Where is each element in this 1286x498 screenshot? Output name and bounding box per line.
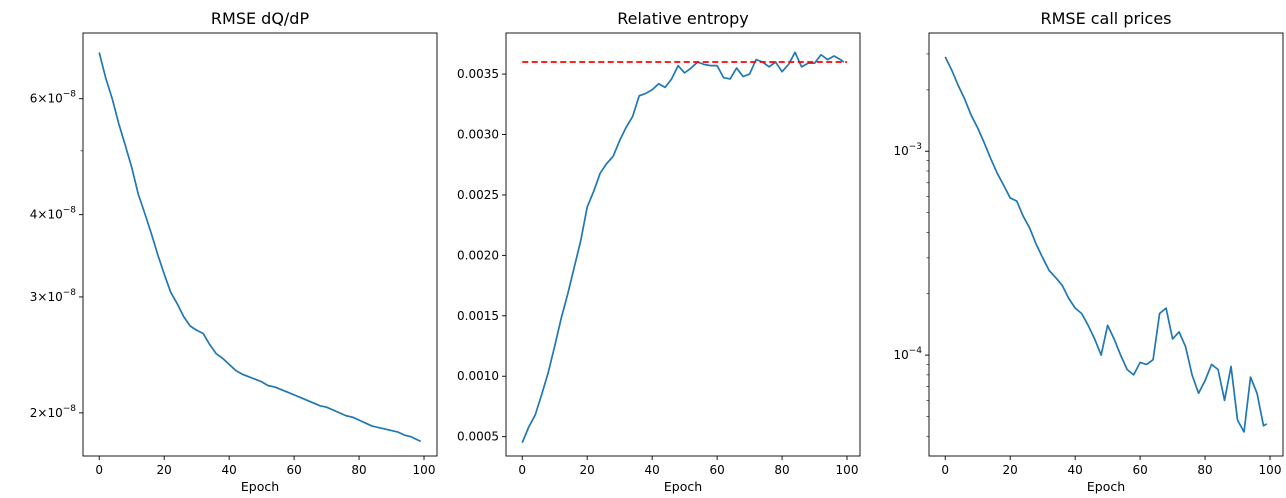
x-tick-label: 100 <box>1259 463 1282 477</box>
x-tick-label: 0 <box>518 463 526 477</box>
chart-0: RMSE dQ/dP0 20 40 60 80 100Epoch6×10−84×10−83… <box>30 9 438 494</box>
x-tick-label: 100 <box>836 463 859 477</box>
y-tick-label: 0.0020 <box>457 248 499 262</box>
y-tick-mantissa: 3 <box>30 290 38 304</box>
y-tick-label: 0.0015 <box>457 309 499 323</box>
y-tick-label: 0.0010 <box>457 369 499 383</box>
y-tick-mantissa: 2 <box>30 406 38 420</box>
y-tick-label: 6×10−8 <box>30 90 77 106</box>
chart-title: RMSE dQ/dP <box>211 9 310 28</box>
x-tick-label: 20 <box>580 463 595 477</box>
x-tick-label: 40 <box>645 463 660 477</box>
x-tick-label: 0 <box>95 463 103 477</box>
y-tick-label: 0.0025 <box>457 188 499 202</box>
x-tick-label: 40 <box>222 463 237 477</box>
y-tick-times: ×10 <box>37 92 62 106</box>
chart-title: Relative entropy <box>617 9 749 28</box>
y-tick-label: 2×10−8 <box>30 404 77 420</box>
series-line <box>521 51 845 444</box>
y-tick-exponent: −8 <box>63 288 77 298</box>
x-tick-label: 80 <box>1197 463 1212 477</box>
x-axis-label: Epoch <box>241 479 279 494</box>
plot-frame <box>82 32 438 457</box>
x-axis-label: Epoch <box>1087 479 1125 494</box>
x-tick-label: 60 <box>1132 463 1147 477</box>
x-tick-label: 80 <box>774 463 789 477</box>
y-tick-label: 0.0035 <box>457 67 499 81</box>
x-tick-label: 60 <box>709 463 724 477</box>
y-tick-mantissa: 6 <box>30 92 38 106</box>
y-tick-label: 10−4 <box>893 346 922 362</box>
y-tick-exponent: −8 <box>63 404 77 414</box>
y-tick-mantissa: 4 <box>30 208 38 222</box>
plot-frame <box>505 32 861 457</box>
chart-title: RMSE call prices <box>1040 9 1171 28</box>
x-tick-label: 40 <box>1068 463 1083 477</box>
chart-1: Relative entropy 0 20 40 60 80 100 Epoch 0.0005 0… <box>457 9 861 494</box>
y-tick-label: 0.0005 <box>457 430 499 444</box>
x-axis-label: Epoch <box>664 479 702 494</box>
x-tick-label: 0 <box>941 463 949 477</box>
y-tick-times: ×10 <box>37 406 62 420</box>
y-tick-exponent: −8 <box>63 90 77 100</box>
y-tick-label: 10−3 <box>893 142 922 158</box>
y-tick-label: 4×10−8 <box>30 206 77 222</box>
plot-frame <box>928 32 1284 457</box>
x-tick-label: 20 <box>1003 463 1018 477</box>
y-tick-mantissa: 10 <box>893 144 908 158</box>
y-tick-exponent: −4 <box>909 346 923 356</box>
x-tick-label: 100 <box>413 463 436 477</box>
series-line <box>944 56 1268 433</box>
y-tick-times: ×10 <box>37 290 62 304</box>
y-tick-mantissa: 10 <box>893 348 908 362</box>
y-tick-exponent: −3 <box>909 142 922 152</box>
y-tick-label: 0.0030 <box>457 128 499 142</box>
x-tick-label: 20 <box>157 463 172 477</box>
y-tick-exponent: −8 <box>63 206 77 216</box>
y-tick-times: ×10 <box>37 208 62 222</box>
series-line <box>98 52 422 443</box>
x-tick-label: 60 <box>286 463 301 477</box>
x-tick-label: 80 <box>351 463 366 477</box>
y-tick-label: 3×10−8 <box>30 288 77 304</box>
